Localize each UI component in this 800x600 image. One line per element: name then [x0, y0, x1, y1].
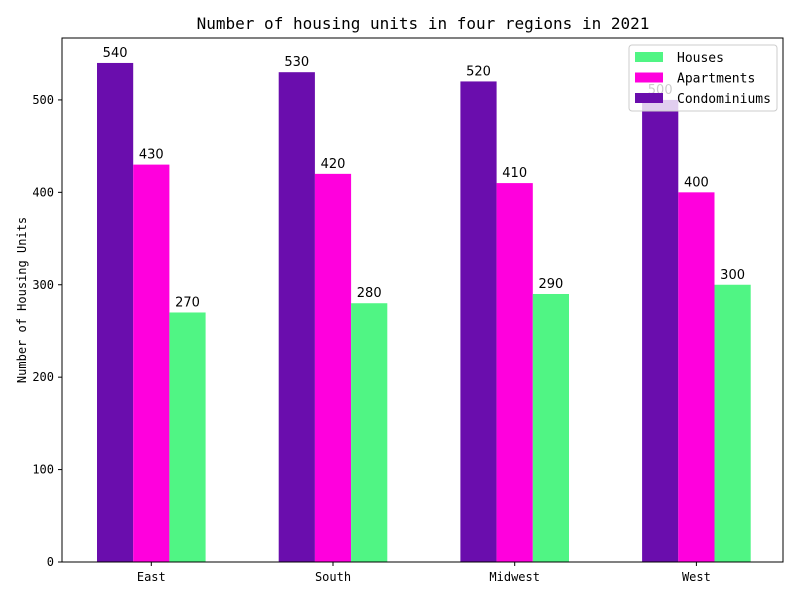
bar-east-condominiums	[97, 62, 134, 562]
axis-ticks-layer: East South Midwest West 0 100 200 300 400 500	[32, 93, 711, 584]
legend-label-houses: Houses	[677, 51, 724, 66]
data-label-west-apartments: 400	[684, 175, 709, 190]
x-tick-label-midwest: Midwest	[489, 570, 540, 584]
data-label-east-condominiums: 540	[103, 46, 128, 61]
data-label-south-condominiums: 530	[284, 55, 309, 70]
data-label-east-apartments: 430	[139, 148, 164, 163]
bar-east-houses	[169, 312, 206, 562]
bar-south-condominiums	[278, 72, 315, 562]
data-label-midwest-condominiums: 520	[466, 64, 491, 79]
legend-label-condominiums: Condominiums	[677, 92, 771, 107]
data-labels-layer: 540430270530420280520410290500400300	[103, 46, 745, 311]
y-tick-label-200: 200	[32, 370, 54, 384]
x-tick-label-east: East	[137, 570, 166, 584]
bar-east-apartments	[133, 164, 170, 562]
y-axis-label: Number of Housing Units	[15, 217, 29, 383]
legend-label-apartments: Apartments	[677, 72, 755, 87]
data-label-midwest-houses: 290	[538, 277, 563, 292]
chart-title: Number of housing units in four regions …	[197, 14, 650, 33]
x-tick-label-south: South	[315, 570, 351, 584]
data-label-east-houses: 270	[175, 295, 200, 310]
data-label-south-apartments: 420	[321, 157, 346, 172]
legend: Houses Apartments Condominiums	[628, 44, 778, 112]
y-tick-label-500: 500	[32, 93, 54, 107]
legend-swatch-condominiums	[635, 93, 663, 103]
data-label-west-houses: 300	[720, 268, 745, 283]
data-label-south-houses: 280	[357, 286, 382, 301]
legend-swatch-houses	[635, 52, 663, 62]
y-tick-label-100: 100	[32, 463, 54, 477]
bar-midwest-houses	[532, 293, 569, 562]
bars-layer	[97, 62, 751, 563]
bar-midwest-apartments	[496, 183, 533, 562]
bar-west-condominiums	[642, 99, 679, 562]
y-tick-label-400: 400	[32, 185, 54, 199]
legend-swatch-apartments	[635, 72, 663, 83]
bar-south-houses	[351, 303, 388, 562]
bar-south-apartments	[314, 173, 352, 562]
plot-frame	[61, 37, 784, 563]
bar-west-apartments	[678, 192, 715, 563]
bar-midwest-condominiums	[460, 81, 497, 563]
bar-west-houses	[714, 284, 751, 562]
y-tick-label-300: 300	[32, 278, 54, 292]
x-tick-label-west: West	[682, 570, 711, 584]
legend-box	[628, 44, 778, 112]
y-tick-label-0: 0	[47, 555, 54, 569]
data-label-midwest-apartments: 410	[502, 166, 527, 181]
